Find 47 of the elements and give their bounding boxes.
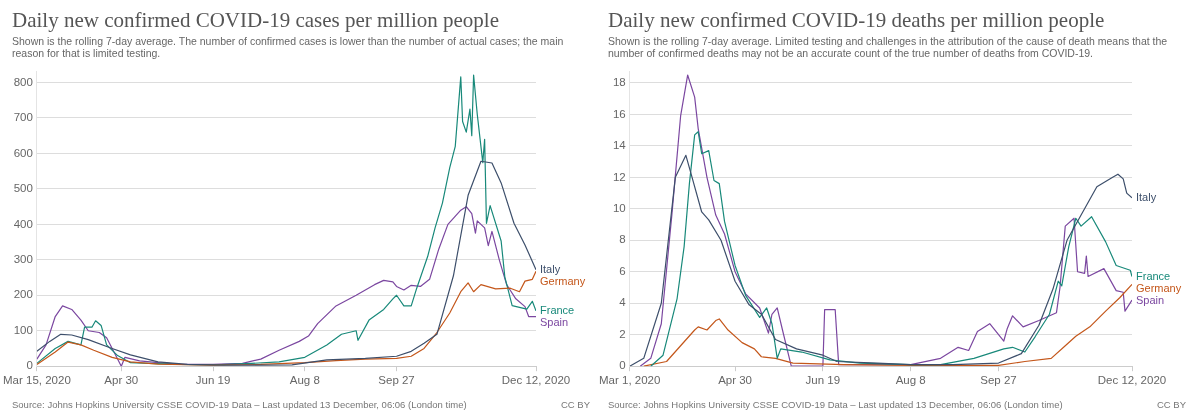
y-tick-label: 100 [13,323,33,336]
y-tick-label: 18 [612,76,626,89]
y-tick-label: 700 [13,111,33,124]
x-tick-label: Dec 12, 2020 [1097,374,1167,387]
y-tick-label: 10 [612,201,626,214]
x-tick-label: Apr 30 [718,374,753,387]
chart-subtitle: Shown is the rolling 7-day average. The number of confirmed cases is lower than the number of actual cases; the main reason for that is limited testing. [12,35,565,61]
x-tick-label: Jun 19 [805,374,841,387]
series-label: France [540,303,575,316]
series-label: Italy [540,262,561,275]
y-tick-label: 0 [26,359,33,372]
x-tick-label: Mar 15, 2020 [3,374,71,387]
y-tick-label: 600 [13,146,33,159]
source-note: Source: Johns Hopkins University CSSE COVID-19 Data – Last updated 13 December, 06:06 (London time) [12,399,467,410]
y-tick-label: 800 [13,75,33,88]
x-tick-label: Aug 8 [895,374,926,387]
text: CC BY [1156,399,1186,410]
series-label: Germany [1136,281,1182,294]
text: CC BY [560,399,590,410]
series-label: Spain [540,315,569,328]
source-note: Source: Johns Hopkins University CSSE COVID-19 Data – Last updated 13 December, 06:06 (London time) [608,399,1063,410]
x-tick-label: Mar 1, 2020 [599,374,661,387]
y-tick-label: 400 [13,217,33,230]
chart-title: Daily new confirmed COVID-19 cases per million people [12,8,500,33]
y-tick-label: 2 [619,327,626,340]
y-tick-label: 6 [619,264,626,277]
x-tick-label: Sep 27 [980,374,1017,387]
x-tick-label: Apr 30 [104,374,139,387]
x-tick-label: Aug 8 [289,374,320,387]
chart-subtitle: Shown is the rolling 7-day average. Limited testing and challenges in the attribution of the cause of death means that the number of confirmed deaths may not be an accurate count of the true number of deaths from COVID-19. [608,35,1169,61]
series-label: Italy [1136,190,1157,203]
x-tick-label: Jun 19 [195,374,231,387]
y-tick-label: 12 [612,170,626,183]
x-tick-label: Dec 12, 2020 [501,374,571,387]
y-tick-label: 200 [13,288,33,301]
series-label: Spain [1136,293,1165,306]
y-tick-label: 8 [619,233,626,246]
series-label: Germany [540,274,586,287]
series-label: France [1136,269,1171,282]
y-tick-label: 16 [612,107,626,120]
y-tick-label: 4 [619,296,627,309]
y-tick-label: 14 [612,139,627,152]
y-tick-label: 500 [13,182,33,195]
x-tick-label: Sep 27 [378,374,415,387]
y-tick-label: 0 [619,359,626,372]
chart-title: Daily new confirmed COVID-19 deaths per million people [608,8,1106,33]
y-tick-label: 300 [13,253,33,265]
